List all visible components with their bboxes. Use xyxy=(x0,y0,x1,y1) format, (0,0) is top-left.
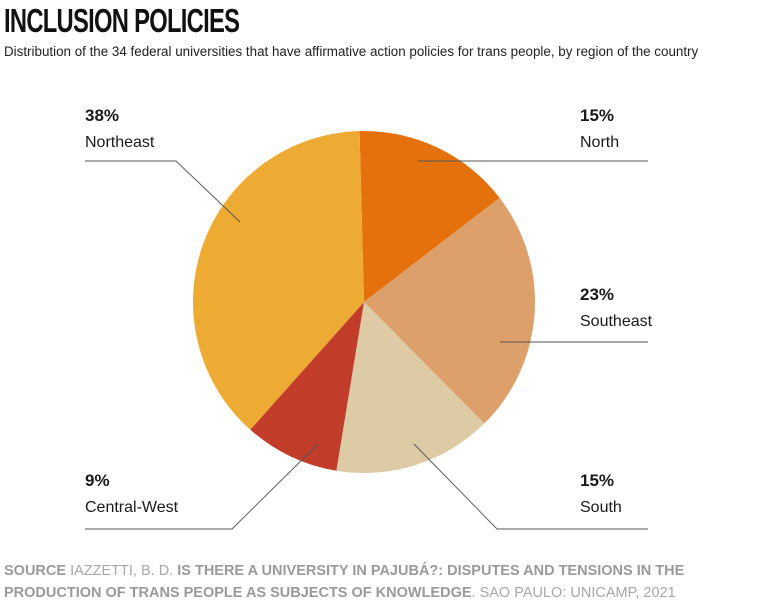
pie-chart: 15% North 23% Southeast 15% South 9% Central-We… xyxy=(85,106,653,530)
slice-name-southeast: Southeast xyxy=(580,313,653,330)
source-work: IS THERE A UNIVERSITY IN PAJUBÁ?: DISPUT… xyxy=(4,563,685,601)
leader-line-northeast xyxy=(85,160,241,223)
source-label: SOURCE xyxy=(4,563,67,579)
slice-name-central-west: Central-West xyxy=(85,499,179,516)
slice-name-northeast: Northeast xyxy=(85,134,155,151)
slice-percent-north: 15% xyxy=(580,106,614,125)
slice-name-north: North xyxy=(580,134,619,151)
pie-slices xyxy=(193,131,535,474)
leader-lines xyxy=(85,160,648,530)
slice-central-west xyxy=(250,302,364,471)
slice-percent-southeast: 23% xyxy=(580,285,614,304)
source-note: SOURCE IAZZETTI, B. D. IS THERE A UNIVER… xyxy=(4,560,744,604)
leader-line-south xyxy=(413,443,648,530)
leader-line-central-west xyxy=(85,443,319,530)
slice-labels: 15% North 23% Southeast 15% South 9% Central-We… xyxy=(85,106,653,516)
slice-percent-south: 15% xyxy=(580,471,614,490)
chart-title: INCLUSION POLICIES xyxy=(4,2,240,39)
source-author: IAZZETTI, B. D. xyxy=(70,563,174,579)
slice-percent-northeast: 38% xyxy=(85,106,119,125)
chart-subtitle: Distribution of the 34 federal universit… xyxy=(4,44,699,59)
source-publisher: . SAO PAULO: UNICAMP, 2021 xyxy=(471,585,676,601)
slice-percent-central-west: 9% xyxy=(85,471,110,490)
slice-name-south: South xyxy=(580,499,622,516)
slice-south xyxy=(336,302,485,474)
slice-northeast xyxy=(193,131,364,430)
slice-southeast xyxy=(364,197,535,424)
slice-north xyxy=(359,131,500,302)
